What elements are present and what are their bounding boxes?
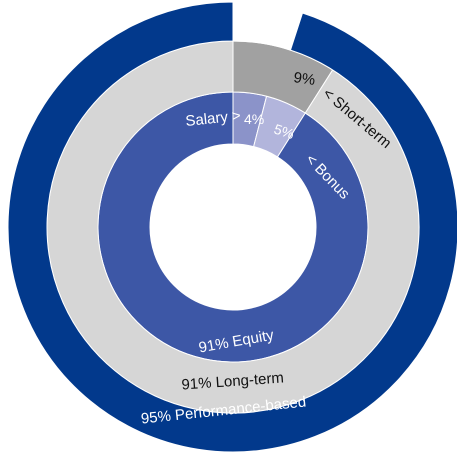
bonus-percent-label: 5%	[272, 121, 296, 142]
salary-annotation: Salary >	[185, 107, 242, 130]
short-term-percent-label: 9%	[292, 69, 316, 89]
outer-ring-segment-1	[7, 1, 457, 453]
salary-percent-label: 4%	[244, 111, 264, 127]
inner-ring-segment-2	[97, 91, 369, 363]
